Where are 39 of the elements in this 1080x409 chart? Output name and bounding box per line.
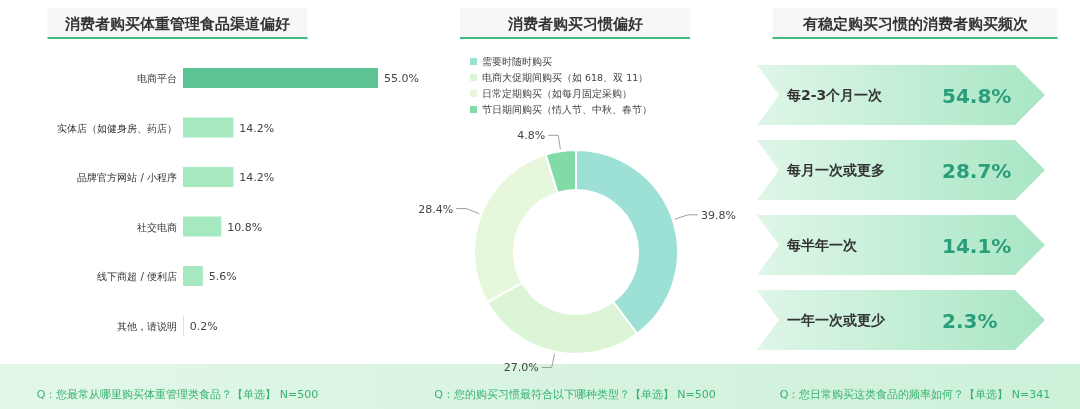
- data-label: 14.2%: [239, 171, 275, 184]
- data-label: 39.8%: [700, 208, 736, 222]
- data-label: 28.7%: [942, 159, 1012, 183]
- data-label: 2.3%: [942, 309, 998, 333]
- data-label: 14.1%: [942, 234, 1012, 258]
- data-label: 5.6%: [208, 270, 237, 283]
- data-label: 4.8%: [517, 129, 546, 143]
- legend-label: 需要时随时购买: [482, 56, 552, 67]
- data-label: 14.2%: [239, 121, 275, 135]
- category-label: 每半年一次: [786, 237, 858, 253]
- legend-label: 日常定期购买（如每月固定采购）: [482, 88, 632, 99]
- bar: [183, 216, 222, 237]
- y-tick-label: 其他，请说明: [117, 320, 177, 332]
- y-tick-label: 社交电商: [137, 221, 177, 233]
- chart-title: 消费者购买体重管理食品渠道偏好: [64, 15, 290, 33]
- data-label: 10.8%: [227, 220, 263, 234]
- legend-label: 电商大促期间购买（如 618、双 11）: [482, 72, 649, 83]
- bar: [183, 68, 378, 88]
- legend-label: 节日期间购买（情人节、中秋、春节）: [482, 104, 652, 115]
- category-label: 一年一次或更少: [787, 312, 886, 328]
- y-tick-label: 电商平台: [137, 73, 177, 84]
- y-tick-label: 品牌官方网站 / 小程序: [77, 172, 177, 183]
- bar: [183, 167, 234, 187]
- data-label: 28.4%: [418, 202, 454, 216]
- text: Q：您的购买习惯最符合以下哪种类型？【单选】 N=500: [434, 388, 716, 401]
- y-tick-label: 实体店（如健身房、药店）: [57, 122, 177, 134]
- text: 有稳定购买习惯的消费者购买频次: [801, 15, 1029, 33]
- data-label: 0.2%: [189, 319, 218, 333]
- chart-title: 消费者购买习惯偏好: [506, 15, 643, 33]
- text: Q：您最常从哪里购买体重管理类食品？【单选】 N=500: [36, 388, 319, 401]
- category-label: 每2-3个月一次: [786, 87, 884, 103]
- category-label: 每月一次或更多: [786, 162, 885, 178]
- bar: [183, 117, 234, 138]
- bar: [183, 266, 203, 286]
- data-label: 54.8%: [942, 84, 1012, 108]
- text: Q：您日常购买这类食品的频率如何？【单选】 N=341: [779, 388, 1051, 401]
- data-label: 27.0%: [503, 361, 539, 375]
- y-tick-label: 线下商超 / 便利店: [97, 271, 177, 282]
- data-label: 55.0%: [384, 72, 419, 85]
